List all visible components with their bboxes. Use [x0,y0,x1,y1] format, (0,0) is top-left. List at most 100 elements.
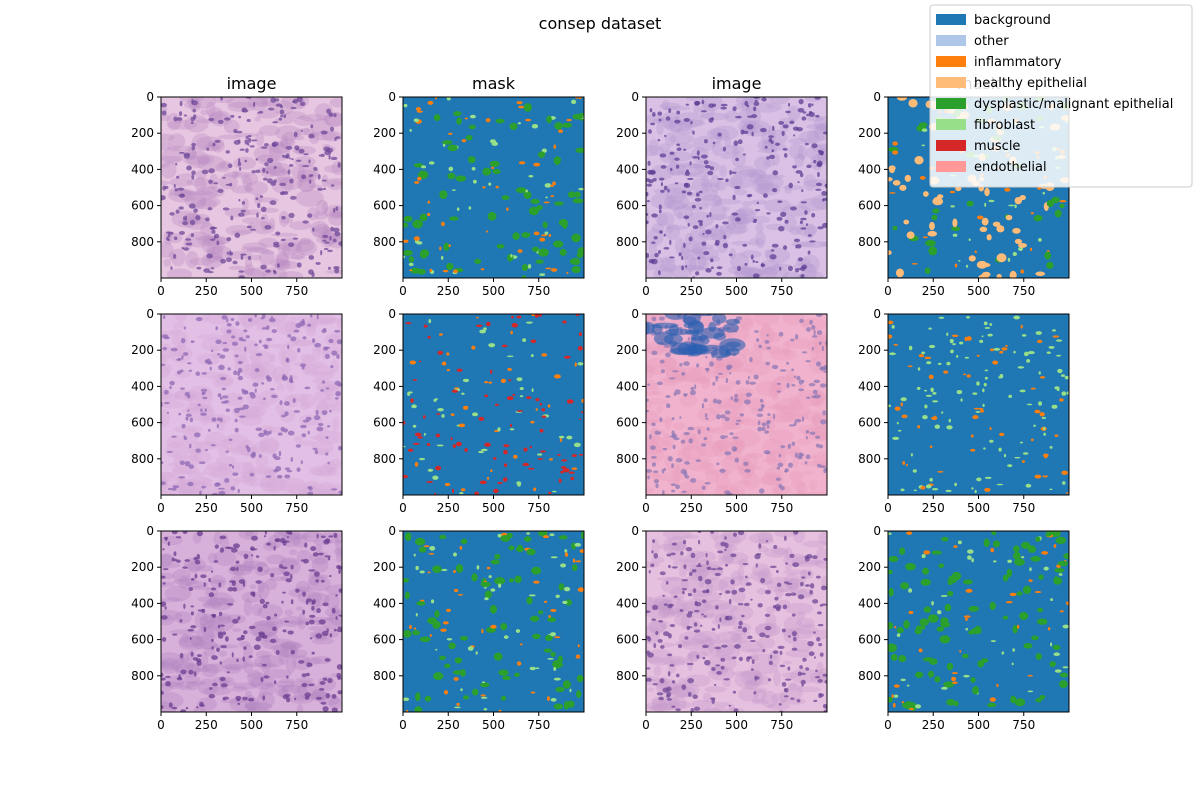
y-tick-label: 0 [388,524,396,538]
x-tick-label: 0 [157,284,165,298]
y-tick-label: 0 [873,307,881,321]
x-tick-label: 750 [770,284,793,298]
y-tick-label: 600 [616,633,639,647]
y-tick-label: 400 [373,162,396,176]
y-tick-label: 0 [388,90,396,104]
y-tick-label: 800 [373,235,396,249]
panel-10-mask: 0 250 500 750 0 200 400 600 800 [373,524,585,732]
y-tick-label: 200 [131,560,154,574]
x-tick-label: 0 [642,718,650,732]
y-tick-label: 400 [131,596,154,610]
y-tick-label: 400 [858,162,881,176]
panel-6-mask: 0 250 500 750 0 200 400 600 800 [373,307,585,515]
y-tick-label: 0 [631,524,639,538]
x-tick-label: 750 [1012,718,1035,732]
panel-grid: image 0 250 500 750 0 200 400 600 800 mask 0 250 500 7… [131,74,1070,732]
x-tick-label: 750 [527,284,550,298]
x-tick-label: 500 [240,501,263,515]
tissue-image [646,531,827,712]
legend-label: background [974,13,1051,28]
legend-swatch [936,161,966,172]
x-tick-label: 250 [680,284,703,298]
panel-3-image: image 0 250 500 750 0 200 400 600 800 [616,74,828,298]
y-tick-label: 200 [131,126,154,140]
y-tick-label: 400 [373,596,396,610]
x-tick-label: 0 [399,501,407,515]
y-tick-label: 800 [131,669,154,683]
legend-item: fibroblast [936,118,1035,133]
y-tick-label: 800 [616,235,639,249]
y-tick-label: 200 [373,126,396,140]
y-tick-label: 200 [373,343,396,357]
segmentation-mask [403,314,584,495]
x-tick-label: 750 [527,501,550,515]
x-tick-label: 750 [285,718,308,732]
legend-label: dysplastic/malignant epithelial [974,97,1173,112]
y-tick-label: 0 [146,524,154,538]
x-tick-label: 250 [922,718,945,732]
x-tick-label: 0 [884,501,892,515]
x-tick-label: 500 [967,718,990,732]
x-tick-label: 250 [437,718,460,732]
x-tick-label: 250 [195,501,218,515]
legend-label: muscle [974,139,1020,154]
figure-suptitle: consep dataset [539,14,662,33]
x-tick-label: 0 [884,718,892,732]
legend-item: other [936,34,1009,49]
x-tick-label: 0 [157,501,165,515]
y-tick-label: 600 [131,416,154,430]
y-tick-label: 0 [873,524,881,538]
x-tick-label: 750 [1012,284,1035,298]
legend-item: healthy epithelial [936,76,1087,91]
y-tick-label: 400 [616,162,639,176]
panel-11-image: 0 250 500 750 0 200 400 600 800 [616,524,828,732]
x-tick-label: 250 [680,718,703,732]
x-tick-label: 500 [967,284,990,298]
y-tick-label: 0 [631,90,639,104]
legend-item: inflammatory [936,55,1062,70]
legend-swatch [936,119,966,130]
x-tick-label: 500 [725,284,748,298]
x-tick-label: 0 [642,284,650,298]
panel-title: image [712,74,762,93]
y-tick-label: 400 [858,596,881,610]
x-tick-label: 500 [482,718,505,732]
legend-swatch [936,140,966,151]
x-tick-label: 0 [642,501,650,515]
y-tick-label: 400 [131,379,154,393]
y-tick-label: 200 [858,560,881,574]
y-tick-label: 800 [131,235,154,249]
y-tick-label: 200 [131,343,154,357]
x-tick-label: 250 [195,284,218,298]
x-tick-label: 750 [285,501,308,515]
y-tick-label: 800 [616,452,639,466]
panel-2-mask: mask 0 250 500 750 0 200 400 600 800 [373,74,585,298]
x-tick-label: 250 [195,718,218,732]
x-tick-label: 250 [437,501,460,515]
y-tick-label: 800 [858,669,881,683]
legend-swatch [936,77,966,88]
panel-7-image: 0 250 500 750 0 200 400 600 800 [616,307,828,515]
y-tick-label: 400 [616,596,639,610]
y-tick-label: 600 [131,633,154,647]
y-tick-label: 200 [373,560,396,574]
legend: background other inflammatory healthy epith… [929,4,1193,188]
y-tick-label: 0 [631,307,639,321]
y-tick-label: 800 [373,669,396,683]
x-tick-label: 500 [240,718,263,732]
y-tick-label: 200 [858,343,881,357]
legend-swatch [936,56,966,67]
x-tick-label: 250 [922,284,945,298]
x-tick-label: 250 [922,501,945,515]
legend-label: other [974,34,1009,49]
legend-item: dysplastic/malignant epithelial [936,97,1173,112]
y-tick-label: 600 [616,199,639,213]
legend-item: background [936,13,1051,28]
y-tick-label: 400 [373,379,396,393]
panel-title: mask [472,74,516,93]
panel-1-image: image 0 250 500 750 0 200 400 600 800 [131,74,343,298]
y-tick-label: 400 [858,379,881,393]
y-tick-label: 600 [373,633,396,647]
y-tick-label: 400 [131,162,154,176]
